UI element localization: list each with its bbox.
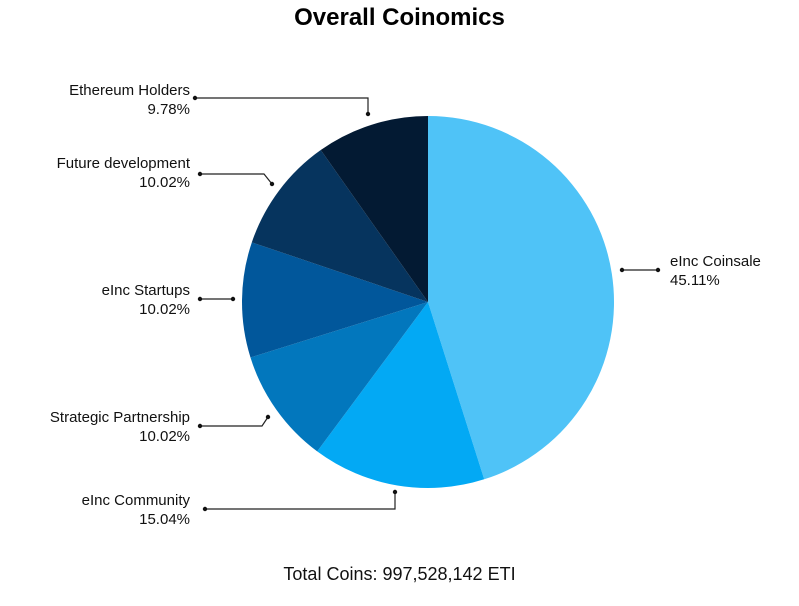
leader-dot <box>192 95 198 101</box>
leader-dot <box>197 423 203 429</box>
total-coins-text: Total Coins: 997,528,142 ETI <box>283 564 516 584</box>
slice-label-einc-coinsale: eInc Coinsale <box>670 253 761 270</box>
leader-dot <box>202 506 208 512</box>
pie-slice-einc-startups <box>242 242 428 358</box>
leader-dot <box>230 296 236 302</box>
slice-label-future-development: Future development <box>57 155 191 172</box>
leader-line-future-development <box>200 173 273 185</box>
leader-dot <box>197 171 203 177</box>
slice-value-einc-community: 15.04% <box>139 511 190 528</box>
slice-label-strategic-partnership: Strategic Partnership <box>50 409 190 426</box>
leader-dot <box>655 267 661 273</box>
leader-dot <box>265 414 271 420</box>
slice-value-future-development: 10.02% <box>139 174 190 191</box>
leader-dot <box>197 296 203 302</box>
leader-line-ethereum-holders <box>195 97 369 114</box>
leader-dot <box>269 181 275 187</box>
slice-value-ethereum-holders: 9.78% <box>147 101 190 118</box>
leader-line-strategic-partnership <box>200 416 269 427</box>
pie-slice-einc-coinsale <box>428 116 615 480</box>
leader-dot <box>619 267 625 273</box>
leader-line-einc-community <box>205 492 396 510</box>
slice-value-strategic-partnership: 10.02% <box>139 428 190 445</box>
pie-slice-future-development <box>251 150 428 302</box>
pie-slice-ethereum-holders <box>320 116 428 302</box>
leader-dot <box>392 489 398 495</box>
slice-label-einc-startups: eInc Startups <box>102 282 190 299</box>
slice-value-einc-startups: 10.02% <box>139 301 190 318</box>
pie-slice-einc-community <box>317 302 485 489</box>
pie-slice-strategic-partnership <box>250 302 428 452</box>
slice-label-ethereum-holders: Ethereum Holders <box>69 82 190 99</box>
chart-title: Overall Coinomics <box>294 4 505 31</box>
slice-value-einc-coinsale: 45.11% <box>670 272 720 289</box>
slice-label-einc-community: eInc Community <box>82 492 191 509</box>
leader-dot <box>365 111 371 117</box>
